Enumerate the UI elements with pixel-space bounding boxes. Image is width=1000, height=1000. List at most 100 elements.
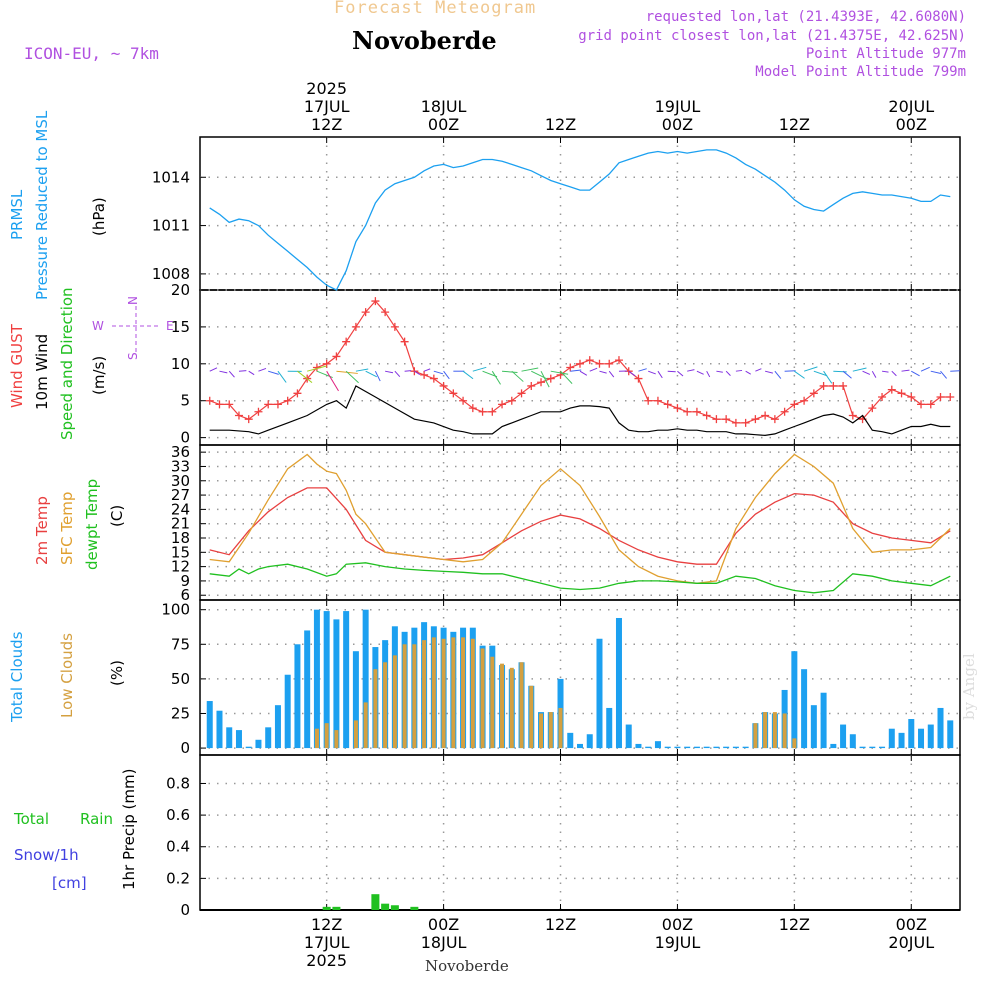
top-time-label: 20JUL	[888, 97, 934, 116]
wind-direction-arrow	[219, 370, 228, 374]
total-cloud-bar	[352, 651, 359, 749]
wind-10m-label: 10m Wind	[33, 334, 51, 410]
temperature-tick-label: 24	[171, 500, 190, 518]
wind-gust-point	[439, 381, 448, 390]
total-cloud-bar	[801, 669, 808, 749]
wind-gust-point	[273, 400, 282, 409]
clouds-tick-label: 25	[171, 704, 190, 722]
low-cloud-bar	[753, 723, 758, 749]
low-cloud-bar	[782, 713, 787, 749]
low-cloud-bar	[422, 640, 427, 749]
low-cloud-bar	[558, 707, 563, 749]
forecast-meteogram-supertitle: Forecast Meteogram	[334, 0, 537, 18]
wind-direction-arrow	[491, 370, 501, 385]
wind-direction-arrow	[881, 370, 889, 373]
dewpt-line	[209, 562, 951, 594]
total-cloud-bar	[362, 609, 369, 749]
low-cloud-bar	[334, 730, 339, 749]
total-cloud-bar	[723, 746, 730, 749]
total-cloud-bar	[265, 727, 272, 749]
wind-gust-point	[868, 404, 877, 413]
pressure-frame	[199, 136, 961, 291]
total-cloud-bar	[927, 724, 934, 749]
wind-gust-point	[361, 308, 370, 317]
total-cloud-bar	[840, 724, 847, 749]
wind-gust-point	[936, 393, 945, 402]
wind-gust-point	[731, 418, 740, 427]
wind-direction-arrow	[589, 367, 598, 372]
low-cloud-bar	[763, 712, 768, 749]
wind-direction-arrow	[745, 370, 752, 375]
bottom-time-label: 19JUL	[655, 933, 701, 952]
total-cloud-bar	[918, 728, 925, 749]
wind-direction-arrow	[920, 366, 930, 372]
total-cloud-bar	[245, 746, 252, 749]
temperature-tick-label: 9	[180, 572, 190, 590]
dewpt-label: dewpt Temp	[83, 479, 101, 570]
top-time-label: 18JUL	[421, 97, 467, 116]
wind-direction-arrow	[404, 370, 412, 372]
total-cloud-bar	[294, 644, 301, 749]
total-cloud-bar	[674, 746, 681, 749]
low-cloud-bar	[529, 685, 534, 749]
wind-direction-arrow	[238, 370, 247, 372]
total-cloud-bar	[625, 724, 632, 749]
precip-tick-label: 0.8	[166, 774, 190, 792]
wind-gust-point	[293, 389, 302, 398]
wind-direction-arrow	[550, 370, 569, 375]
wind-gust-point	[692, 407, 701, 416]
wind-gust-point	[917, 400, 926, 409]
footer-location: Novoberde	[425, 957, 509, 975]
total-cloud-bar	[830, 743, 837, 749]
precip-tick-label: 0.4	[166, 838, 190, 856]
requested-coordinates: requested lon,lat (21.4393E, 42.6080N)	[645, 9, 966, 25]
wind-direction-arrow	[570, 369, 582, 372]
low-cloud-bar	[353, 720, 358, 749]
wind-gust-point	[741, 418, 750, 427]
bottom-time-label: 12Z	[311, 915, 342, 934]
wind-direction-arrow	[735, 369, 743, 372]
wind-gust-point	[517, 389, 526, 398]
low-cloud-bar	[441, 638, 446, 749]
wind-gust-point	[605, 359, 614, 368]
low-cloud-bar	[314, 728, 319, 749]
rain-bar	[332, 906, 341, 910]
total-cloud-bar	[274, 705, 281, 749]
wind-gust-point	[946, 393, 955, 402]
wind-gust-point	[790, 400, 799, 409]
wind-direction-arrow	[326, 370, 339, 392]
pressure-unit-label: (hPa)	[90, 197, 108, 236]
wind-direction-arrow	[258, 367, 267, 372]
wind-gust-point	[770, 415, 779, 424]
temperature-tick-label: 15	[171, 543, 190, 561]
top-time-label: 17JUL	[304, 97, 350, 116]
low-cloud-bar	[412, 644, 417, 749]
prmsl-label: PRMSL	[8, 189, 26, 240]
wind-direction-arrow	[930, 370, 942, 375]
wind-gust-point	[897, 389, 906, 398]
rain-bar	[390, 905, 399, 910]
bottom-time-label: 17JUL	[304, 933, 350, 952]
low-cloud-bar	[480, 648, 485, 749]
wind-gust-point	[809, 389, 818, 398]
wind-gust-point	[751, 415, 760, 424]
wind-gust-point	[234, 411, 243, 420]
total-cloud-bar	[645, 746, 652, 749]
model-label: ICON-EU, ~ 7km	[24, 44, 159, 63]
wind-tick-label: 10	[171, 355, 190, 373]
wind-gust-point	[839, 381, 848, 390]
wind-direction-arrow	[706, 370, 711, 378]
wind-gust-point	[351, 322, 360, 331]
top-time-label: 2025	[306, 79, 347, 98]
total-cloud-bar	[664, 746, 671, 749]
wind-gust-point	[722, 415, 731, 424]
temp-unit-label: (C)	[108, 505, 126, 527]
low-clouds-label: Low Clouds	[58, 633, 76, 718]
wind-tick-label: 15	[171, 318, 190, 336]
wind-direction-arrow	[209, 367, 218, 372]
wind-gust-point	[498, 400, 507, 409]
bottom-time-label: 12Z	[779, 915, 810, 934]
wind-gust-point	[537, 378, 546, 387]
rain-label: Rain	[80, 810, 113, 828]
